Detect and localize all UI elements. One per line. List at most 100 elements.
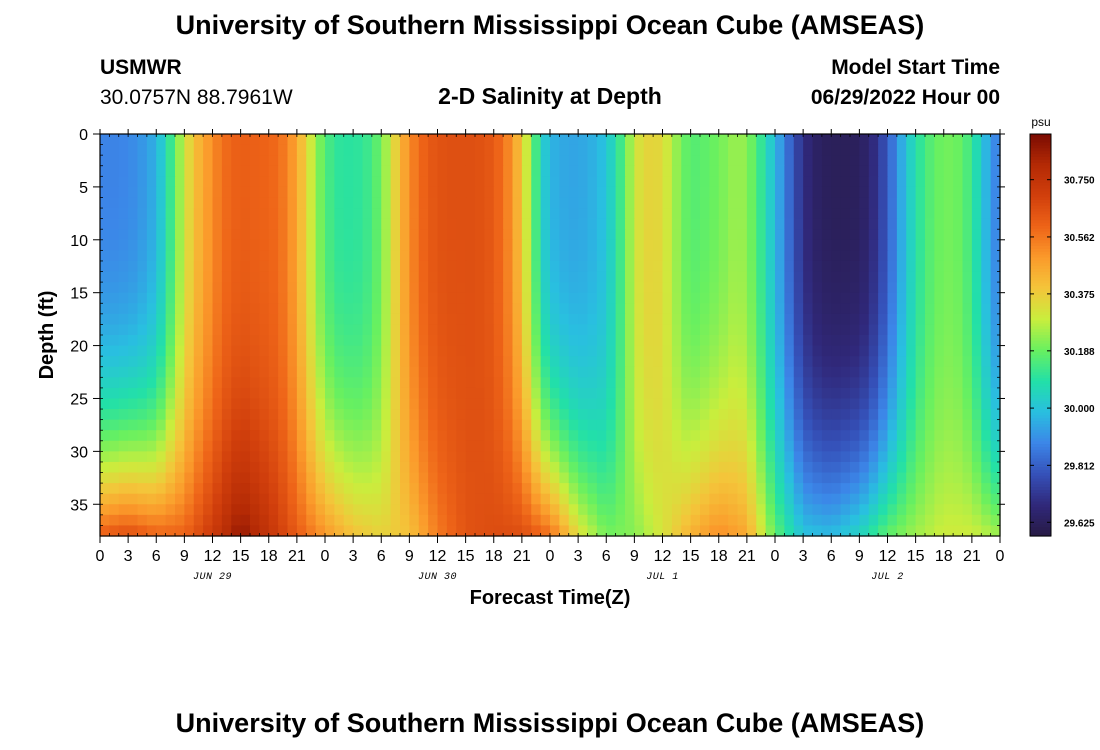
heatmap-cell [137, 356, 148, 368]
heatmap-cell [981, 271, 992, 283]
heatmap-cell [887, 208, 898, 220]
x-tick-label: 15 [907, 548, 925, 565]
heatmap-cell [606, 356, 617, 368]
heatmap-cell [287, 387, 298, 400]
heatmap-cell [709, 525, 720, 537]
heatmap-cell [250, 250, 260, 262]
heatmap-cell [521, 155, 532, 167]
heatmap-cell [353, 165, 364, 177]
heatmap-cell [812, 218, 823, 230]
colorbar-segment [1030, 248, 1051, 253]
heatmap-cell [371, 451, 382, 463]
heatmap-cell [128, 345, 139, 357]
heatmap-cell [456, 440, 467, 452]
heatmap-cell [259, 377, 270, 389]
heatmap-cell [840, 377, 851, 389]
heatmap-cell [812, 345, 823, 357]
heatmap-cell [456, 282, 467, 294]
heatmap-cell [943, 144, 954, 156]
x-tick-label: 3 [799, 548, 808, 565]
heatmap-cell [409, 229, 420, 241]
heatmap-cell [418, 260, 429, 273]
heatmap-cell [212, 313, 223, 326]
heatmap-cell [821, 208, 832, 220]
heatmap-cell [475, 144, 485, 156]
heatmap-cell [287, 356, 298, 368]
heatmap-cell [390, 144, 401, 156]
heatmap-cell [934, 504, 945, 516]
heatmap-cell [550, 377, 560, 389]
heatmap-cell [737, 134, 748, 146]
heatmap-cell [371, 292, 382, 304]
heatmap-cell [268, 377, 279, 389]
heatmap-cell [315, 303, 326, 315]
heatmap-cell [137, 504, 148, 516]
heatmap-cell [850, 271, 860, 283]
heatmap-cell [503, 440, 514, 452]
heatmap-cell [990, 155, 1001, 167]
heatmap-cell [325, 271, 335, 283]
date-label: JUN 30 [418, 572, 457, 583]
heatmap-cell [540, 250, 551, 262]
heatmap-cell [475, 461, 485, 474]
heatmap-cell [578, 335, 589, 347]
heatmap-cell [812, 525, 823, 537]
heatmap-cell [390, 292, 401, 304]
heatmap-cell [831, 525, 842, 537]
heatmap-cell [596, 303, 607, 315]
heatmap-cell [353, 313, 364, 326]
heatmap-cell [962, 430, 973, 442]
heatmap-cell [596, 239, 607, 251]
heatmap-cell [512, 335, 523, 347]
colorbar-segment [1030, 438, 1051, 442]
heatmap-cell [296, 335, 307, 347]
heatmap-cell [278, 292, 289, 304]
heatmap-cell [784, 218, 795, 230]
heatmap-cell [109, 345, 120, 357]
heatmap-cell [690, 493, 701, 505]
heatmap-cell [906, 176, 917, 188]
heatmap-cell [550, 239, 560, 251]
heatmap-cell [681, 250, 692, 262]
heatmap-cell [156, 366, 167, 378]
heatmap-cell [746, 387, 757, 400]
heatmap-cell [840, 451, 851, 463]
heatmap-cell [756, 366, 767, 378]
heatmap-cell [615, 493, 626, 505]
heatmap-cell [550, 525, 560, 537]
heatmap-cell [821, 387, 832, 400]
heatmap-cell [428, 239, 439, 251]
heatmap-cell [784, 514, 795, 527]
heatmap-cell [840, 504, 851, 516]
heatmap-cell [709, 239, 720, 251]
heatmap-cell [587, 271, 598, 283]
heatmap-cell [100, 345, 110, 357]
heatmap-cell [634, 229, 645, 241]
heatmap-cell [250, 292, 260, 304]
heatmap-cell [503, 155, 514, 167]
heatmap-cell [662, 208, 673, 220]
heatmap-cell [934, 218, 945, 230]
heatmap-cell [296, 165, 307, 177]
heatmap-cell [212, 134, 223, 146]
heatmap-cell [484, 419, 495, 431]
heatmap-cell [325, 493, 335, 505]
heatmap-cell [240, 271, 251, 283]
heatmap-cell [212, 387, 223, 400]
heatmap-cell [915, 483, 926, 495]
heatmap-cell [775, 271, 785, 283]
heatmap-cell [221, 229, 232, 241]
heatmap-cell [381, 271, 392, 283]
heatmap-cell [887, 345, 898, 357]
colorbar-segment [1030, 360, 1051, 365]
heatmap-cell [231, 197, 242, 209]
heatmap-cell [231, 472, 242, 484]
heatmap-cell [962, 514, 973, 527]
heatmap-cell [306, 303, 317, 315]
heatmap-cell [212, 324, 223, 336]
heatmap-cell [634, 387, 645, 400]
heatmap-cell [212, 176, 223, 188]
heatmap-cell [475, 176, 485, 188]
heatmap-cell [334, 409, 345, 421]
heatmap-cell [475, 419, 485, 431]
